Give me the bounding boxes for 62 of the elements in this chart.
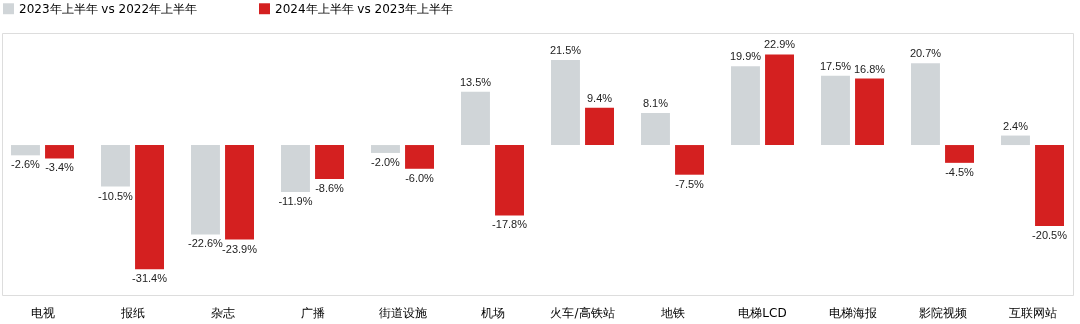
bar — [1035, 145, 1064, 227]
bar — [821, 75, 850, 146]
x-tick-label: 电视 — [30, 305, 55, 320]
data-label: 19.9% — [729, 50, 762, 63]
data-label: -2.0% — [371, 155, 401, 168]
data-label: -20.5% — [1032, 229, 1068, 242]
bar — [461, 91, 490, 146]
data-label: -7.5% — [675, 177, 705, 190]
x-tick-label: 广播 — [300, 305, 325, 320]
data-label: 8.1% — [642, 97, 669, 110]
data-label: -31.4% — [132, 272, 168, 285]
bar — [675, 145, 704, 175]
data-label: 20.7% — [909, 47, 942, 60]
bar — [585, 107, 614, 146]
x-tick-label: 机场 — [480, 305, 505, 320]
data-label: 9.4% — [586, 91, 613, 104]
bar — [371, 145, 400, 153]
bar — [101, 145, 130, 187]
bar — [731, 66, 760, 146]
legend-label: 2023年上半年 vs 2022年上半年 — [19, 1, 198, 16]
data-label: -11.9% — [278, 195, 313, 208]
data-label: 13.5% — [459, 75, 492, 88]
bar — [855, 78, 884, 146]
x-tick-label: 报纸 — [119, 305, 145, 320]
data-label: -23.9% — [222, 242, 258, 255]
bar — [495, 145, 524, 216]
bar — [135, 145, 164, 270]
bar — [315, 145, 344, 180]
x-tick-label: 火车/高铁站 — [550, 305, 615, 320]
data-label: -4.5% — [945, 165, 975, 178]
bar — [45, 145, 74, 159]
x-tick-label: 互联网站 — [1008, 305, 1057, 320]
data-label: 21.5% — [549, 44, 582, 57]
data-label: 2.4% — [1002, 119, 1029, 132]
bar — [945, 145, 974, 163]
data-label: -6.0% — [405, 171, 435, 184]
bar — [911, 63, 940, 146]
x-tick-label: 地铁 — [659, 305, 685, 320]
data-label: -3.4% — [45, 161, 75, 174]
data-label: -2.6% — [11, 158, 41, 171]
bar — [281, 145, 310, 193]
bar — [11, 145, 40, 156]
bar — [641, 113, 670, 146]
x-tick-label: 电梯海报 — [828, 305, 877, 320]
data-label: -17.8% — [492, 218, 528, 231]
data-label: -10.5% — [98, 189, 134, 202]
bar — [551, 60, 580, 146]
x-tick-label: 电梯LCD — [738, 305, 787, 320]
data-label: 22.9% — [763, 38, 796, 51]
x-tick-label: 街道设施 — [378, 305, 427, 320]
x-tick-label: 影院视频 — [918, 305, 967, 320]
bar — [405, 145, 434, 169]
data-label: -8.6% — [315, 182, 345, 195]
bar — [765, 54, 794, 146]
legend-label: 2024年上半年 vs 2023年上半年 — [275, 1, 454, 16]
data-label: 17.5% — [819, 59, 852, 72]
data-label: -22.6% — [188, 237, 224, 250]
data-label: 16.8% — [853, 62, 886, 75]
bar — [225, 145, 254, 240]
bar — [1001, 135, 1030, 146]
x-tick-label: 杂志 — [210, 305, 235, 320]
bar — [191, 145, 220, 235]
